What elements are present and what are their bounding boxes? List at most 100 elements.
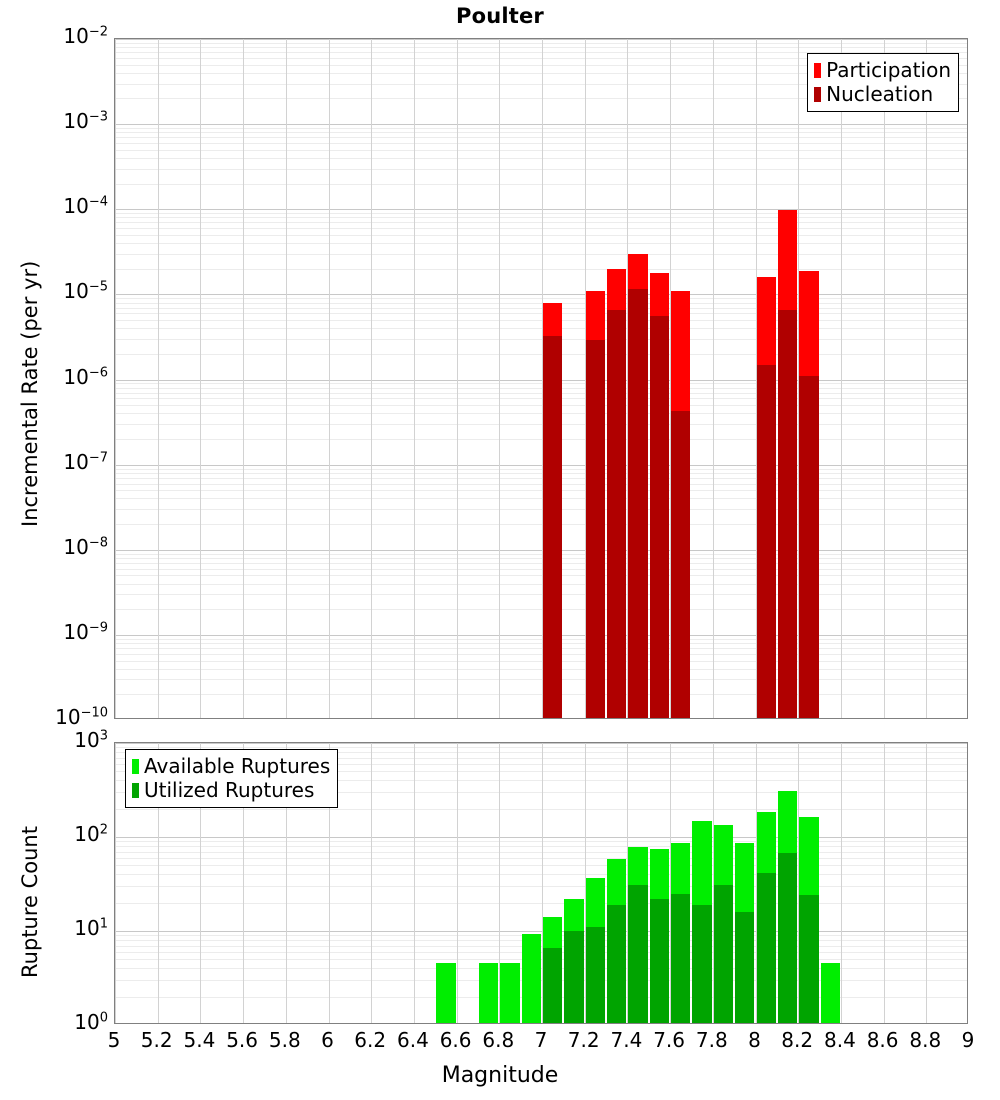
legend-rupture-count: Available Ruptures Utilized Ruptures xyxy=(125,749,339,808)
gridline-minor xyxy=(115,222,967,224)
x-tick-label: 5.8 xyxy=(268,1028,301,1052)
legend-label-available-ruptures: Available Ruptures xyxy=(144,754,331,778)
gridline-minor xyxy=(115,752,967,754)
gridline-minor xyxy=(115,253,967,255)
gridline-minor xyxy=(115,424,967,425)
x-tick-label: 8.4 xyxy=(823,1028,856,1052)
gridline-minor xyxy=(115,132,967,134)
x-tick-label: 7.8 xyxy=(695,1028,728,1052)
gridline-minor xyxy=(115,413,967,415)
gridline-minor xyxy=(115,951,967,953)
gridline-minor xyxy=(115,157,967,159)
gridline-minor xyxy=(115,64,967,66)
legend-label-nucleation: Nucleation xyxy=(826,82,934,106)
bar-nucleation xyxy=(799,375,819,718)
vertical-gridline xyxy=(926,743,928,1023)
incremental-rate-chart: Participation Nucleation xyxy=(114,38,968,719)
x-tick-label: 5.4 xyxy=(183,1028,216,1052)
vertical-gridline xyxy=(798,743,800,1023)
gridline-minor xyxy=(115,405,967,407)
vertical-gridline xyxy=(200,743,202,1023)
gridline-minor xyxy=(115,557,967,559)
gridline-minor xyxy=(115,302,967,304)
vertical-gridline xyxy=(755,39,757,718)
gridline-major xyxy=(115,549,967,551)
bar-available xyxy=(820,962,840,1023)
gridline-minor xyxy=(115,307,967,309)
gridline-minor xyxy=(115,353,967,355)
gridline-minor xyxy=(115,509,967,511)
bar-nucleation xyxy=(607,309,627,718)
vertical-gridline xyxy=(371,743,373,1023)
gridline-minor xyxy=(115,575,967,577)
gridline-minor xyxy=(115,268,967,270)
page-title: Poulter xyxy=(455,4,544,28)
vertical-gridline xyxy=(328,39,330,718)
vertical-gridline xyxy=(712,743,714,1023)
vertical-gridline xyxy=(328,743,330,1023)
gridline-major xyxy=(115,294,967,296)
gridline-minor xyxy=(115,320,967,321)
bar-utilized xyxy=(735,911,755,1023)
bar-nucleation xyxy=(585,340,606,718)
legend-item-nucleation: Nucleation xyxy=(814,82,951,106)
gridline-minor xyxy=(115,137,967,139)
gridline-minor xyxy=(115,149,967,151)
legend-incremental-rate: Participation Nucleation xyxy=(807,53,959,112)
bar-utilized xyxy=(756,873,776,1023)
bar-nucleation xyxy=(628,289,648,718)
gridline-major xyxy=(115,464,967,466)
x-tick-label: 8.6 xyxy=(866,1028,899,1052)
vertical-gridline xyxy=(627,39,629,718)
vertical-gridline xyxy=(115,743,116,1023)
gridline-minor xyxy=(115,338,967,340)
rupture-count-chart: Available Ruptures Utilized Ruptures xyxy=(114,742,968,1024)
gridline-minor xyxy=(115,47,967,49)
x-tick-label: 7 xyxy=(534,1028,548,1052)
legend-swatch-nucleation xyxy=(814,86,822,102)
gridline-minor xyxy=(115,168,967,170)
vertical-gridline xyxy=(670,743,672,1023)
gridline-major xyxy=(115,209,967,211)
gridline-minor xyxy=(115,243,967,245)
vertical-gridline xyxy=(285,743,287,1023)
gridline-minor xyxy=(115,313,967,315)
gridline-major xyxy=(115,39,967,40)
gridline-minor xyxy=(115,57,967,59)
gridline-minor xyxy=(115,792,967,794)
y-tick-label: 101 xyxy=(74,916,108,940)
vertical-gridline xyxy=(883,743,885,1023)
y-tick-label: 10−6 xyxy=(63,364,108,389)
gridline-minor xyxy=(115,234,967,236)
gridline-minor xyxy=(115,763,967,765)
x-tick-label: 7.6 xyxy=(653,1028,685,1052)
vertical-gridline xyxy=(627,743,629,1023)
y-axis-label-top: Incremental Rate (per yr) xyxy=(18,260,42,527)
gridline-minor xyxy=(115,808,967,810)
gridline-minor xyxy=(115,874,967,876)
gridline-minor xyxy=(115,643,967,645)
gridline-minor xyxy=(115,477,967,479)
plot-area-top xyxy=(115,39,967,718)
bar-utilized xyxy=(607,904,627,1023)
x-tick-label: 8 xyxy=(748,1028,761,1052)
gridline-minor xyxy=(115,841,967,843)
gridline-major xyxy=(115,931,967,932)
x-tick-label: 6.4 xyxy=(396,1028,429,1052)
x-tick-label: 8.8 xyxy=(909,1028,942,1052)
vertical-gridline xyxy=(840,743,842,1023)
vertical-gridline xyxy=(456,743,458,1023)
bar-available xyxy=(478,962,499,1023)
vertical-gridline xyxy=(413,39,415,718)
legend-label-participation: Participation xyxy=(826,58,951,82)
vertical-gridline xyxy=(200,39,202,718)
x-tick-label: 8.2 xyxy=(781,1028,814,1052)
vertical-gridline xyxy=(712,39,714,718)
gridline-minor xyxy=(115,383,967,385)
gridline-minor xyxy=(115,857,967,859)
bar-nucleation xyxy=(543,336,563,718)
gridline-major xyxy=(115,379,967,381)
bar-utilized xyxy=(564,931,584,1023)
gridline-minor xyxy=(115,694,967,696)
gridline-minor xyxy=(115,935,967,937)
